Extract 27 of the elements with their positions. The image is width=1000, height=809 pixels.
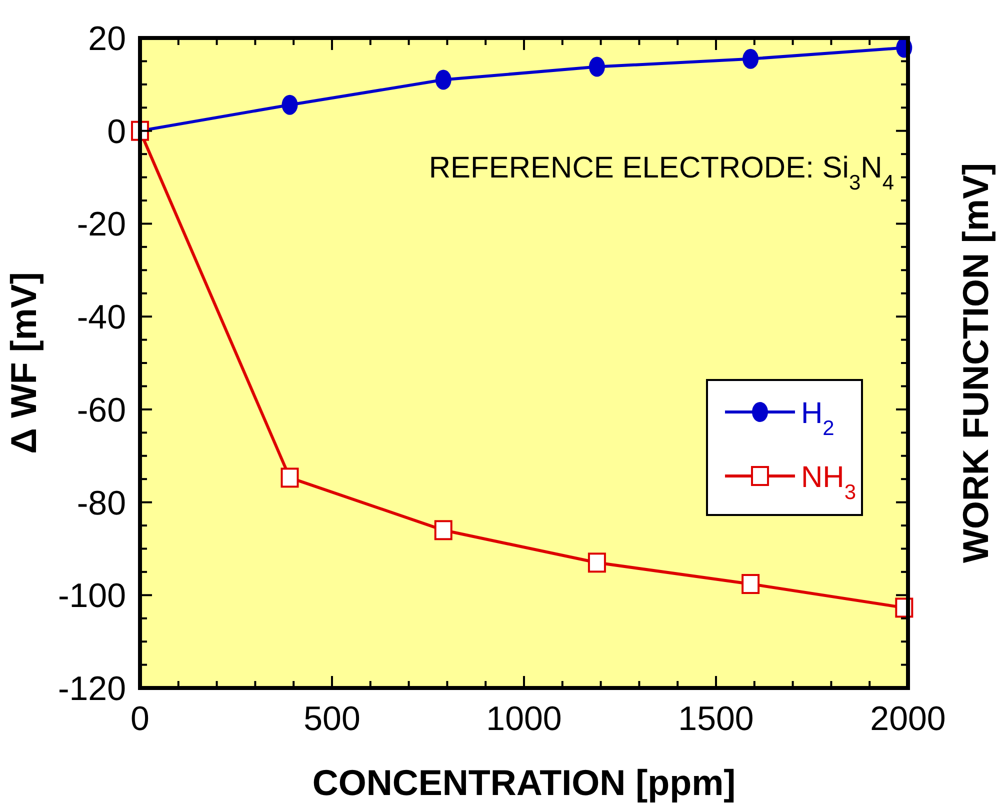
annotation: REFERENCE ELECTRODE: Si$_{3}$N$_{4}$	[428, 151, 894, 194]
x-tick-label: 1500	[678, 700, 754, 738]
y-tick-label: -20	[76, 206, 126, 244]
y-tick-label: -120	[58, 670, 126, 708]
point	[434, 520, 452, 540]
legend-label: H$_{2}$	[801, 397, 834, 440]
point	[282, 94, 298, 115]
y-tick-label: -80	[76, 484, 126, 522]
x-axis-title: CONCENTRATION [ppm]	[312, 762, 736, 803]
x-tick-label: 1000	[486, 700, 562, 738]
y-tick-label: 20	[88, 20, 126, 58]
point	[588, 552, 606, 573]
x-tick-label: 500	[304, 700, 360, 738]
point	[280, 468, 299, 488]
point	[742, 48, 759, 69]
y-tick-label: 0	[107, 112, 126, 151]
y-tick-label: -40	[76, 298, 126, 337]
x-tick-label: 2000	[870, 700, 946, 738]
point	[588, 56, 605, 77]
y-tick-label: -60	[76, 391, 126, 430]
y-tick-label: -100	[58, 577, 126, 616]
legend-label: NH$_{3}$	[801, 461, 856, 504]
x-tick-label: 0	[130, 700, 150, 738]
y-axis-title: Δ WF [mV]	[3, 272, 44, 454]
point	[742, 574, 760, 594]
point	[435, 70, 452, 90]
y2-axis-title: WORK FUNCTION [mV]	[955, 163, 996, 563]
